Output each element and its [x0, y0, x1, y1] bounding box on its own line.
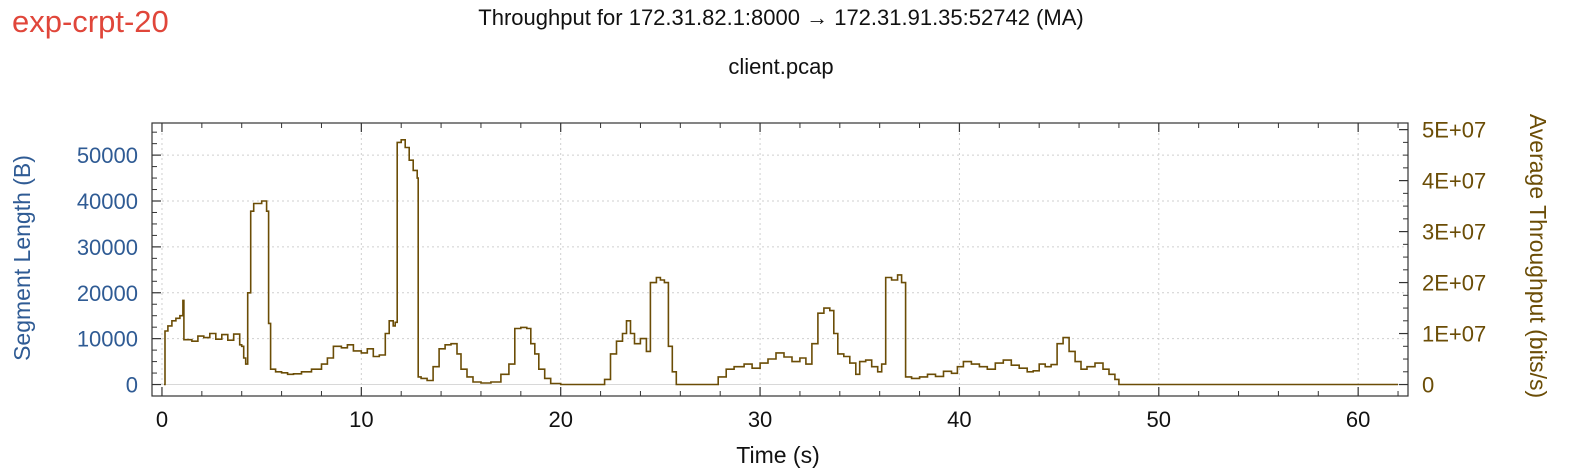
chart-title: Throughput for 172.31.82.1:8000 → 172.31… — [478, 5, 1083, 30]
x-tick-label: 40 — [947, 407, 971, 432]
x-tick-label: 0 — [156, 407, 168, 432]
y-left-tick-label: 20000 — [77, 281, 138, 306]
y-right-tick-label: 0 — [1422, 373, 1434, 398]
x-axis: 0 10 20 30 40 50 60 — [156, 123, 1399, 432]
plot-frame — [151, 122, 1409, 397]
y-axis-label-left: Segment Length (B) — [9, 155, 35, 361]
experiment-tag: exp-crpt-20 — [12, 4, 169, 39]
series-layer — [164, 139, 1398, 386]
x-tick-label: 60 — [1346, 407, 1370, 432]
y-right-tick-label: 5E+07 — [1422, 118, 1486, 143]
y-right-tick-label: 3E+07 — [1422, 220, 1486, 245]
y-axis-label-right: Average Throughput (bits/s) — [1525, 114, 1551, 398]
y-axis-right: 0 1E+07 2E+07 3E+07 4E+07 5E+07 — [1399, 118, 1486, 398]
y-right-tick-label: 2E+07 — [1422, 271, 1486, 296]
x-tick-label: 20 — [548, 407, 572, 432]
chart-subtitle: client.pcap — [728, 54, 833, 79]
y-left-tick-label: 40000 — [77, 189, 138, 214]
y-right-tick-label: 4E+07 — [1422, 169, 1486, 194]
x-axis-label: Time (s) — [736, 442, 819, 468]
y-left-tick-label: 50000 — [77, 143, 138, 168]
x-tick-label: 30 — [748, 407, 772, 432]
x-tick-label: 50 — [1147, 407, 1171, 432]
y-right-tick-label: 1E+07 — [1422, 322, 1486, 347]
throughput-series-line — [164, 139, 1398, 386]
y-left-tick-label: 0 — [126, 373, 138, 398]
x-tick-label: 10 — [349, 407, 373, 432]
y-left-tick-label: 10000 — [77, 327, 138, 352]
grid-lines — [152, 123, 1408, 396]
y-left-tick-label: 30000 — [77, 235, 138, 260]
y-axis-left: 0 10000 20000 30000 40000 50000 — [77, 131, 161, 398]
